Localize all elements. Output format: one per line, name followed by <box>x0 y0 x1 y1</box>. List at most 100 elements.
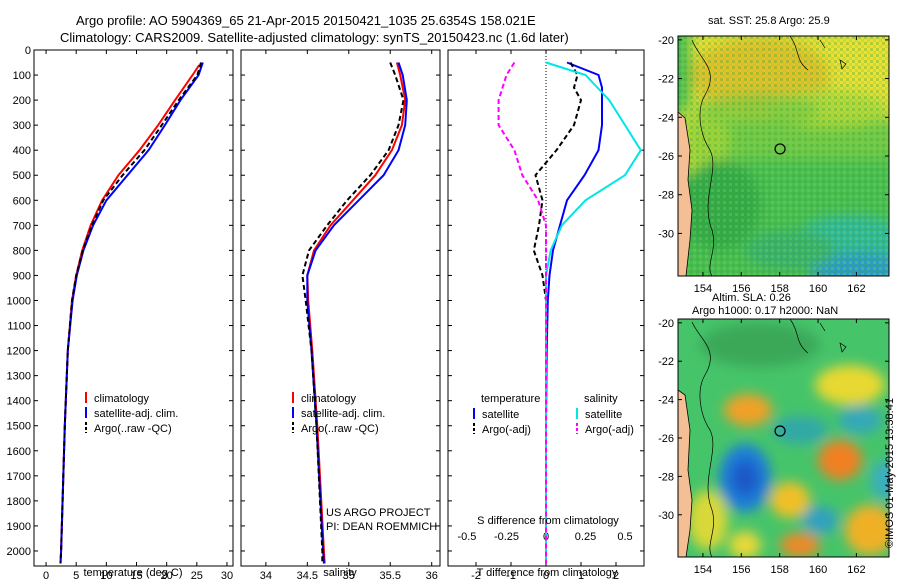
series-line-salinity-argo-adj <box>497 61 547 564</box>
map-y-tick-label: -20 <box>658 318 674 330</box>
header-line1: Argo profile: AO 5904369_65 21-Apr-2015 … <box>76 13 536 28</box>
salinity-legend: climatology satellite-adj. clim. Argo(..ra… <box>292 392 385 435</box>
x-tick-label: 0 <box>43 570 49 580</box>
y-tick-label: 2000 <box>7 546 31 558</box>
x-tick-label: -2 <box>471 570 481 580</box>
x-tick-label: 5 <box>73 570 79 580</box>
map-y-tick-label: -28 <box>658 471 674 483</box>
sst-bathymetry-contour <box>691 39 714 276</box>
temperature-x-ticks: 0 5 10 15 20 25 30 <box>43 50 233 580</box>
map-x-tick-label: 158 <box>770 283 788 295</box>
sst-land-mass <box>678 111 693 276</box>
s-tick-label: -0.5 <box>457 531 476 543</box>
y-tick-label: 1700 <box>7 471 31 483</box>
map-y-tick-label: -30 <box>658 510 674 522</box>
legend-label: Argo(-adj) <box>585 424 634 436</box>
y-tick-label: 100 <box>13 70 31 82</box>
y-tick-label: 1500 <box>7 421 31 433</box>
temperature-lines <box>59 62 204 564</box>
sst-profile-marker <box>774 143 786 155</box>
sst-map-image <box>678 36 889 276</box>
sst-map-ticks: 154 156 158 160 162 -20 -22 -24 -26 -28 -30 <box>658 35 889 295</box>
y-tick-label: 1400 <box>7 396 31 408</box>
series-line-satellite-adj-clim <box>59 62 204 564</box>
y-tick-label: 1100 <box>7 321 31 333</box>
map-y-tick-label: -26 <box>658 151 674 163</box>
temperature-x-label: temperature (deg C) <box>83 567 182 579</box>
map-x-tick-label: 160 <box>809 564 827 576</box>
salinity-x-label: salinity <box>323 567 357 579</box>
x-tick-label: 30 <box>221 570 233 580</box>
difference-legend: temperature salinity satellite Argo(-adj) sa… <box>473 393 634 436</box>
pi-annotation: PI: DEAN ROEMMICH <box>326 521 437 533</box>
x-tick-label: 20 <box>161 570 173 580</box>
sla-profile-marker <box>774 425 786 437</box>
legend-label: satellite-adj. clim. <box>301 408 385 420</box>
map-y-tick-label: -20 <box>658 35 674 47</box>
y-tick-label: 1000 <box>7 295 31 307</box>
x-tick-label: 0 <box>543 570 549 580</box>
y-tick-label: 300 <box>13 120 31 132</box>
salinity-lines <box>301 62 408 564</box>
legend-label: Argo(-adj) <box>482 424 531 436</box>
s-tick-label: -0.25 <box>494 531 519 543</box>
y-tick-label: 0 <box>25 45 31 57</box>
difference-lines <box>497 50 642 566</box>
legend-heading-temperature: temperature <box>481 393 540 405</box>
map-x-tick-label: 156 <box>732 283 750 295</box>
map-x-tick-label: 156 <box>732 564 750 576</box>
x-tick-label: -1 <box>506 570 516 580</box>
t-difference-label: T difference from climatology <box>477 567 618 579</box>
map-y-tick-label: -22 <box>658 356 674 368</box>
map-x-tick-label: 160 <box>809 283 827 295</box>
x-tick-label: 34 <box>260 570 272 580</box>
y-tick-label: 1800 <box>7 496 31 508</box>
y-tick-label: 200 <box>13 95 31 107</box>
legend-label: satellite <box>585 409 622 421</box>
y-tick-label: 400 <box>13 145 31 157</box>
map-y-tick-label: -24 <box>658 112 674 124</box>
salinity-axes-frame <box>240 49 441 567</box>
y-tick-label: 500 <box>13 170 31 182</box>
x-tick-label: 35 <box>343 570 355 580</box>
y-tick-label: 1600 <box>7 446 31 458</box>
y-tick-label: 1900 <box>7 521 31 533</box>
y-tick-label: 1300 <box>7 371 31 383</box>
sst-map-panel: sat. SST: 25.8 Argo: 25.9 154 156 158 160 16… <box>658 15 890 295</box>
map-x-tick-label: 154 <box>694 564 712 576</box>
x-tick-label: 15 <box>130 570 142 580</box>
salinity-y-ticks <box>241 49 440 552</box>
map-y-tick-label: -22 <box>658 74 674 86</box>
sla-map-subtitle: Argo h1000: 0.17 h2000: NaN <box>692 305 838 317</box>
map-x-tick-label: 162 <box>847 564 865 576</box>
legend-label: satellite-adj. clim. <box>94 408 178 420</box>
project-annotation: US ARGO PROJECT <box>326 507 431 519</box>
legend-label: climatology <box>301 393 357 405</box>
difference-y-ticks <box>448 49 644 552</box>
sla-map-image <box>678 319 889 557</box>
x-tick-label: 10 <box>100 570 112 580</box>
temperature-panel: 0100200300400500600700800900100011001200… <box>7 45 234 580</box>
x-tick-label: 2 <box>613 570 619 580</box>
legend-label: Argo(..raw -QC) <box>301 423 379 435</box>
y-tick-label: 900 <box>13 270 31 282</box>
s-tick-label: 0.5 <box>617 531 632 543</box>
map-y-tick-label: -26 <box>658 433 674 445</box>
sla-map-title: Altim. SLA: 0.26 <box>712 292 791 304</box>
temperature-legend: climatology satellite-adj. clim. Argo(..ra… <box>85 392 178 435</box>
sla-bathymetry-contour <box>691 321 714 557</box>
sst-map-title: sat. SST: 25.8 Argo: 25.9 <box>708 15 830 27</box>
series-line-argo-raw-qc <box>301 62 405 564</box>
sst-reef-contour <box>789 36 847 71</box>
legend-label: climatology <box>94 393 150 405</box>
x-tick-label: 25 <box>191 570 203 580</box>
y-tick-label: 600 <box>13 195 31 207</box>
map-y-tick-label: -24 <box>658 395 674 407</box>
x-tick-label: 1 <box>578 570 584 580</box>
map-x-tick-label: 154 <box>694 283 712 295</box>
x-tick-label: 36 <box>426 570 438 580</box>
header-line2: Climatology: CARS2009. Satellite-adjuste… <box>60 30 569 45</box>
x-tick-label: 35.5 <box>380 570 401 580</box>
x-tick-label: 34.5 <box>297 570 318 580</box>
